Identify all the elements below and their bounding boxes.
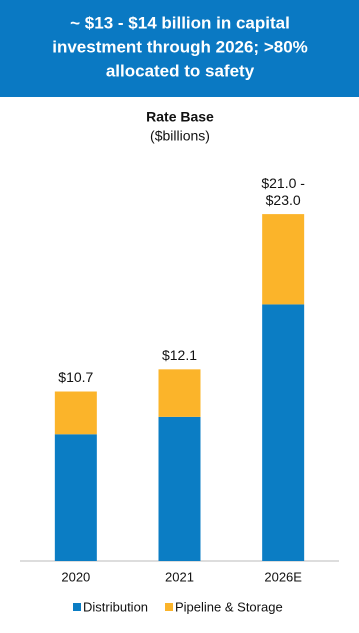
x-tick-label: 2021 [165, 569, 194, 584]
bar-segment [54, 391, 97, 435]
chart-title: Rate Base [146, 109, 214, 125]
legend-swatch [73, 603, 81, 611]
x-tick-label: 2020 [61, 569, 90, 584]
bar-segment [262, 214, 305, 305]
legend-swatch [165, 603, 173, 611]
legend-label: Distribution [83, 599, 148, 614]
x-tick-label: 2026E [264, 569, 302, 584]
bar-segment [262, 304, 305, 561]
bar-segment [54, 434, 97, 561]
total-label: $10.7 [58, 369, 93, 385]
banner-line: investment through 2026; >80% [52, 37, 308, 56]
total-label: $12.1 [162, 347, 197, 363]
chart-subtitle: ($billions) [150, 128, 210, 144]
banner-line: ~ $13 - $14 billion in capital [70, 13, 290, 32]
bar-segment [158, 369, 201, 417]
legend-label: Pipeline & Storage [175, 599, 283, 614]
banner-background [0, 0, 359, 97]
total-label: $21.0 - [261, 175, 305, 191]
bar-segment [158, 416, 201, 561]
banner-line: allocated to safety [106, 61, 255, 80]
total-label: $23.0 [266, 192, 301, 208]
